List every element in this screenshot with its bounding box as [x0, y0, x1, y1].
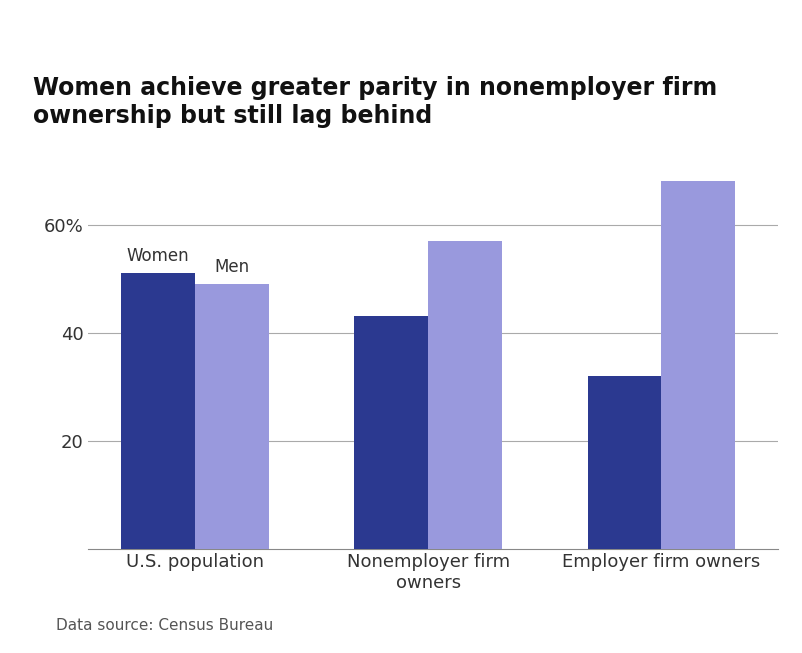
Bar: [428, 241, 502, 549]
Bar: [588, 375, 662, 549]
Bar: [662, 182, 735, 549]
Bar: [195, 284, 269, 549]
Text: Women: Women: [127, 247, 189, 265]
Text: Men: Men: [214, 258, 249, 276]
Bar: [121, 273, 195, 549]
Text: Data source: Census Bureau: Data source: Census Bureau: [56, 618, 273, 633]
Bar: [354, 317, 428, 549]
Text: Women achieve greater parity in nonemployer firm
ownership but still lag behind: Women achieve greater parity in nonemplo…: [33, 76, 717, 128]
